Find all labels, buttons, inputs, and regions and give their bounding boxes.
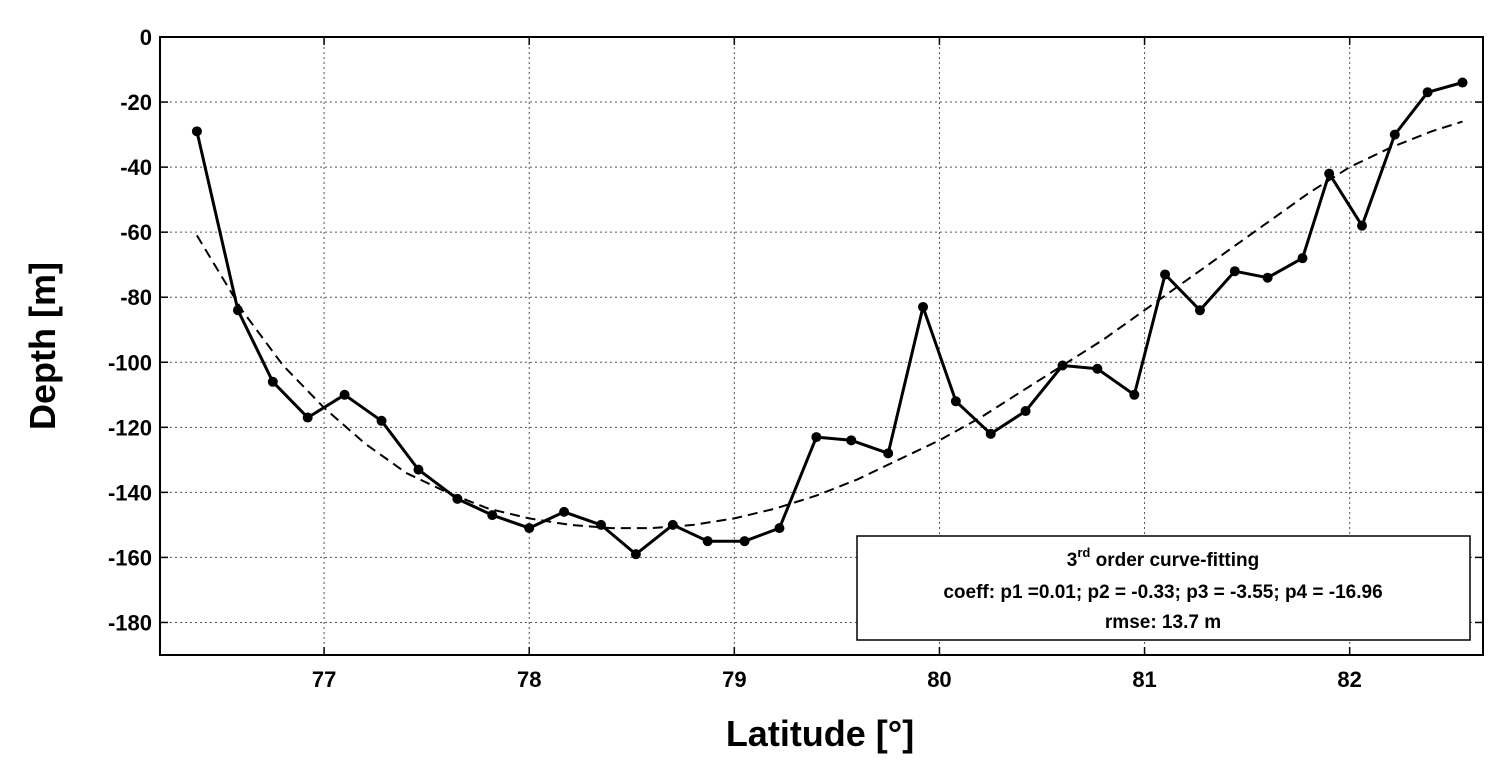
y-tick-label: -60 <box>120 220 152 245</box>
y-tick-label: -180 <box>108 610 152 635</box>
data-point <box>1324 168 1335 179</box>
data-point <box>667 519 678 530</box>
data-point <box>918 301 929 312</box>
data-point <box>1297 253 1308 264</box>
y-tick-label: -140 <box>108 480 152 505</box>
legend-title-main: 3 <box>1067 550 1078 571</box>
legend-title-rest: order curve-fitting <box>1090 550 1259 571</box>
x-tick-label: 80 <box>927 667 951 692</box>
data-point <box>774 523 785 534</box>
data-point <box>524 523 535 534</box>
data-point <box>950 396 961 407</box>
data-point <box>739 536 750 547</box>
plot-area-frame <box>159 36 1484 656</box>
data-point <box>1092 363 1103 374</box>
legend-title: 3rd order curve-fitting <box>1067 545 1259 571</box>
y-tick-label: -100 <box>108 350 152 375</box>
y-axis-label: Depth [m] <box>22 262 63 430</box>
depth-profile-line <box>195 81 1463 556</box>
data-point <box>1457 77 1468 88</box>
data-point <box>702 536 713 547</box>
data-point <box>413 464 424 475</box>
data-point <box>1194 305 1205 316</box>
data-point <box>559 506 570 517</box>
series-group <box>191 77 1468 560</box>
x-tick-label: 81 <box>1132 667 1156 692</box>
x-axis-label: Latitude [°] <box>726 713 914 754</box>
legend-box: 3rd order curve-fitting coeff: p1 =0.01;… <box>856 535 1471 641</box>
legend-frame <box>856 535 1471 641</box>
data-point <box>1020 406 1031 417</box>
data-point <box>630 549 641 560</box>
data-point <box>1422 87 1433 98</box>
data-point <box>376 415 387 426</box>
legend-title-sup: rd <box>1077 545 1090 560</box>
y-tick-label: -40 <box>120 155 152 180</box>
data-point <box>883 448 894 459</box>
data-point <box>1356 220 1367 231</box>
data-point <box>302 412 313 423</box>
y-tick-label: -20 <box>120 90 152 115</box>
data-point <box>1262 272 1273 283</box>
data-point <box>1160 269 1171 280</box>
data-point <box>1229 266 1240 277</box>
data-point <box>846 435 857 446</box>
y-tick-label: -80 <box>120 285 152 310</box>
x-tick-label: 77 <box>312 667 336 692</box>
data-point <box>985 428 996 439</box>
data-point <box>1389 129 1400 140</box>
fit-curve-line <box>196 120 1463 530</box>
y-tick-label: -120 <box>108 415 152 440</box>
x-tick-label: 82 <box>1337 667 1361 692</box>
data-point <box>267 376 278 387</box>
x-tick-label: 78 <box>517 667 541 692</box>
y-tick-label: 0 <box>140 25 152 50</box>
data-point <box>487 510 498 521</box>
data-point <box>339 389 350 400</box>
legend-rmse-line: rmse: 13.7 m <box>1105 612 1221 633</box>
x-tick-label: 79 <box>722 667 746 692</box>
axis-ticks: 77 78 79 80 81 82 0 -20 -40 -60 -80 -100 -120 -140 -16… <box>108 25 1483 692</box>
data-point <box>1129 389 1140 400</box>
data-point <box>596 519 606 530</box>
data-point <box>1057 360 1068 371</box>
data-point <box>811 432 822 443</box>
y-tick-label: -160 <box>108 545 152 570</box>
legend-coeff-line: coeff: p1 =0.01; p2 = -0.33; p3 = -3.55;… <box>943 582 1382 603</box>
data-point <box>191 126 202 137</box>
